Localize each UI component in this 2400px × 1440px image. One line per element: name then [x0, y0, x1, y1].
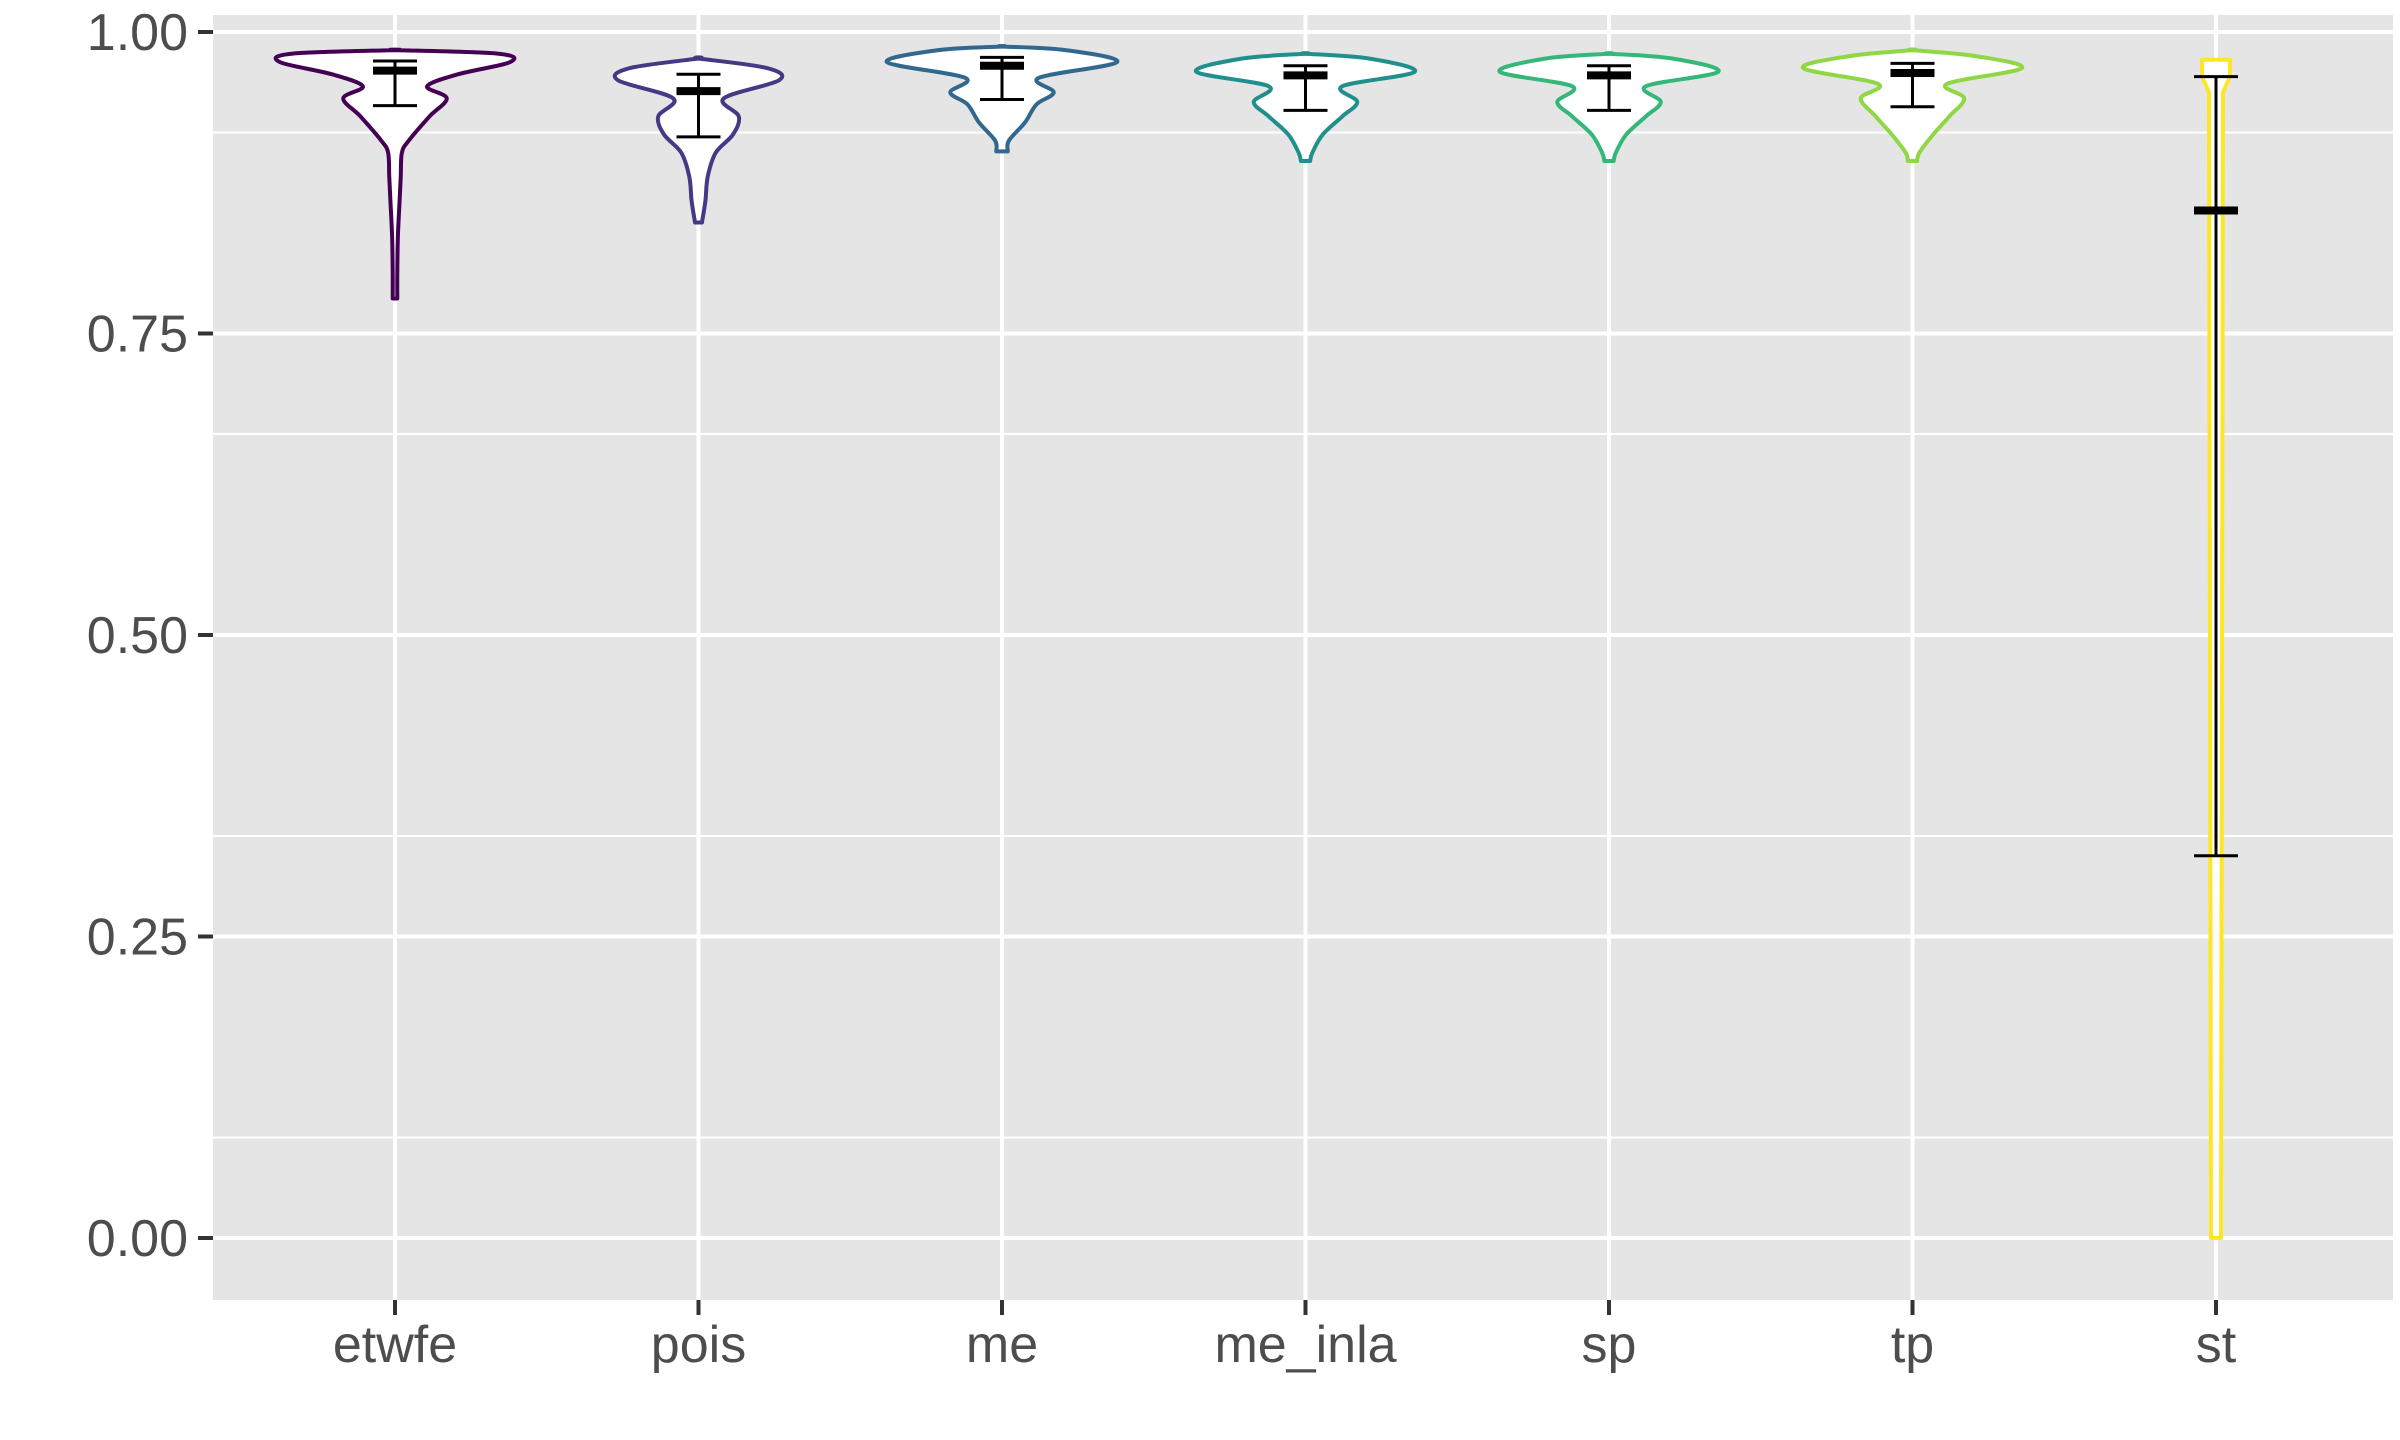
x-tick-label-me: me	[966, 1316, 1038, 1374]
errorbar-pois	[676, 72, 721, 139]
y-tick-label: 1.00	[87, 4, 188, 62]
y-axis: 0.00 0.25 0.50 0.75 1.00	[87, 4, 213, 1268]
y-tick-label: 0.25	[87, 909, 188, 967]
y-tick-label: 0.75	[87, 306, 188, 364]
x-tick-label-st: st	[2196, 1316, 2237, 1374]
errorbar-st	[2194, 75, 2238, 858]
violin-etwfe	[273, 47, 517, 301]
errorbar-sp	[1587, 64, 1631, 112]
x-tick-label-sp: sp	[1582, 1316, 1637, 1374]
y-tick-label: 0.50	[87, 607, 188, 665]
violin-pois	[612, 55, 785, 225]
errorbar-tp	[1890, 61, 1935, 109]
panel-background	[213, 15, 2393, 1300]
x-tick-label-tp: tp	[1891, 1316, 1934, 1374]
x-axis: etwfe pois me me_inla sp tp st	[333, 1300, 2237, 1374]
x-gridlines	[393, 15, 2218, 1300]
y-tick-label: 0.00	[87, 1210, 188, 1268]
errorbar-me_inla	[1283, 64, 1328, 112]
errorbar-etwfe	[373, 59, 417, 108]
x-tick-label-me_inla: me_inla	[1214, 1316, 1396, 1374]
error-bars	[373, 55, 2238, 858]
errorbar-me	[980, 55, 1024, 102]
x-tick-label-etwfe: etwfe	[333, 1316, 457, 1374]
x-tick-label-pois: pois	[651, 1316, 746, 1374]
major-gridlines	[213, 30, 2393, 1240]
